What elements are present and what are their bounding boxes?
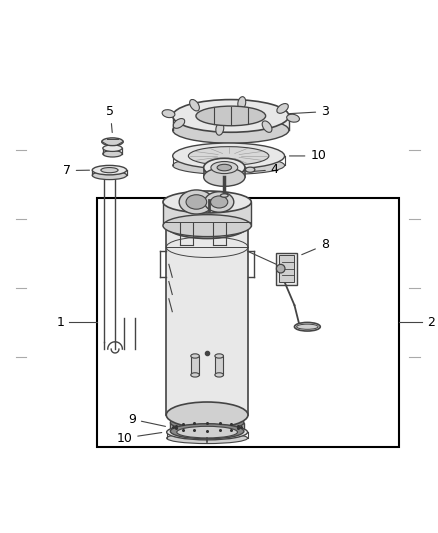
- Ellipse shape: [216, 123, 224, 135]
- Ellipse shape: [173, 156, 285, 174]
- Ellipse shape: [245, 167, 255, 172]
- Ellipse shape: [215, 373, 223, 377]
- Text: 8: 8: [302, 238, 328, 255]
- Ellipse shape: [287, 114, 300, 122]
- Text: 7: 7: [63, 164, 89, 177]
- Ellipse shape: [102, 138, 123, 146]
- Ellipse shape: [238, 96, 246, 109]
- Ellipse shape: [220, 194, 228, 197]
- Ellipse shape: [166, 402, 248, 428]
- Ellipse shape: [215, 354, 223, 358]
- Bar: [163, 202, 251, 225]
- Ellipse shape: [163, 191, 251, 213]
- Ellipse shape: [103, 145, 122, 151]
- Ellipse shape: [196, 106, 265, 126]
- Ellipse shape: [163, 215, 251, 237]
- Ellipse shape: [167, 433, 247, 443]
- Ellipse shape: [217, 164, 232, 171]
- Ellipse shape: [92, 171, 127, 180]
- Ellipse shape: [211, 161, 238, 174]
- Ellipse shape: [191, 373, 199, 377]
- Ellipse shape: [277, 103, 288, 114]
- Ellipse shape: [167, 424, 247, 440]
- Bar: [215, 356, 223, 375]
- Circle shape: [276, 264, 285, 273]
- Text: 3: 3: [290, 105, 329, 118]
- Bar: [97, 198, 399, 447]
- Text: 1: 1: [57, 316, 65, 329]
- Ellipse shape: [179, 190, 214, 214]
- Ellipse shape: [173, 118, 185, 128]
- Ellipse shape: [162, 110, 175, 118]
- Ellipse shape: [211, 196, 228, 208]
- Bar: [166, 225, 248, 415]
- Ellipse shape: [297, 324, 318, 329]
- Text: 2: 2: [427, 316, 435, 329]
- Ellipse shape: [103, 150, 122, 157]
- Ellipse shape: [92, 165, 127, 175]
- Text: 5: 5: [106, 105, 114, 133]
- Ellipse shape: [262, 121, 272, 132]
- Text: 4: 4: [250, 163, 279, 176]
- Text: 9: 9: [128, 413, 166, 426]
- Text: 10: 10: [290, 149, 326, 163]
- Ellipse shape: [204, 168, 245, 187]
- Bar: [276, 253, 297, 285]
- Ellipse shape: [294, 322, 320, 331]
- Ellipse shape: [173, 100, 289, 132]
- Ellipse shape: [173, 143, 285, 169]
- Ellipse shape: [173, 117, 289, 143]
- Bar: [170, 423, 244, 431]
- Ellipse shape: [186, 195, 207, 209]
- Ellipse shape: [170, 415, 244, 430]
- Ellipse shape: [166, 213, 248, 239]
- Text: 10: 10: [117, 432, 162, 445]
- Ellipse shape: [101, 167, 118, 173]
- Ellipse shape: [177, 426, 237, 438]
- Bar: [204, 167, 245, 177]
- Ellipse shape: [170, 424, 244, 439]
- Ellipse shape: [191, 354, 199, 358]
- Ellipse shape: [190, 100, 199, 111]
- Ellipse shape: [204, 158, 245, 177]
- Bar: [191, 356, 199, 375]
- Ellipse shape: [188, 147, 269, 165]
- Ellipse shape: [205, 192, 234, 212]
- Bar: [279, 255, 294, 282]
